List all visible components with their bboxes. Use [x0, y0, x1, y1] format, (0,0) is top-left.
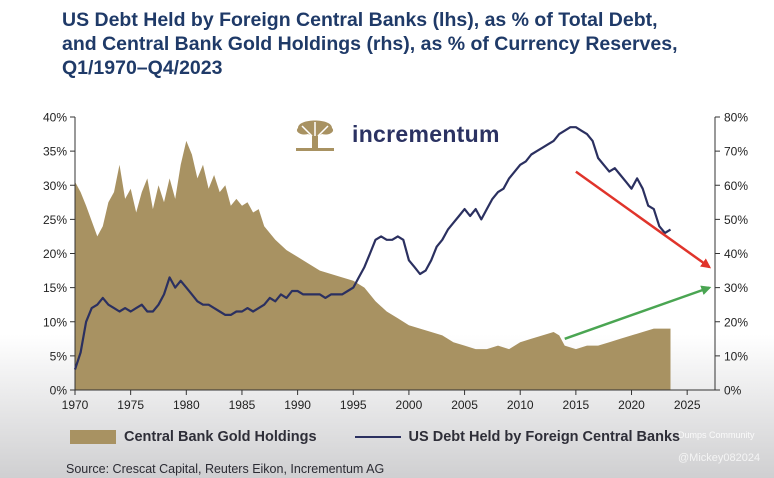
- right-axis-tick-label: 50%: [724, 213, 748, 227]
- legend-debt-label: US Debt Held by Foreign Central Banks: [408, 429, 681, 445]
- x-axis-tick-label: 2005: [451, 398, 478, 412]
- left-axis-tick-label: 35%: [43, 145, 67, 159]
- right-axis-tick-label: 30%: [724, 281, 748, 295]
- right-axis-tick-label: 80%: [724, 111, 748, 125]
- left-axis-tick-label: 40%: [43, 111, 67, 125]
- right-axis-tick-label: 70%: [724, 145, 748, 159]
- right-axis-tick-label: 10%: [724, 349, 748, 363]
- rise-arrow: [564, 285, 712, 340]
- chart-title-line: US Debt Held by Foreign Central Banks (l…: [62, 9, 658, 31]
- chart-title: US Debt Held by Foreign Central Banks (l…: [62, 8, 762, 80]
- gold-holdings-area: [75, 140, 671, 390]
- chart-title-line: Q1/1970–Q4/2023: [62, 57, 223, 79]
- decline-arrow: [575, 170, 712, 269]
- x-axis-tick-label: 1975: [117, 398, 144, 412]
- watermark-community: Dumps Community: [678, 430, 755, 440]
- left-axis-tick-label: 10%: [43, 315, 67, 329]
- x-axis-tick-label: 1970: [62, 398, 89, 412]
- legend-gold-swatch: [70, 430, 116, 444]
- incrementum-logo: incrementum: [292, 114, 500, 154]
- left-axis-tick-label: 0%: [50, 384, 68, 398]
- x-axis-tick-label: 1980: [173, 398, 200, 412]
- chart-title-line: and Central Bank Gold Holdings (rhs), as…: [62, 33, 678, 55]
- left-axis-tick-label: 20%: [43, 247, 67, 261]
- left-axis-tick-label: 25%: [43, 213, 67, 227]
- source-note: Source: Crescat Capital, Reuters Eikon, …: [66, 462, 385, 476]
- chart-legend: Central Bank Gold Holdings US Debt Held …: [70, 428, 680, 446]
- right-axis-tick-label: 40%: [724, 247, 748, 261]
- legend-gold-label: Central Bank Gold Holdings: [124, 429, 317, 445]
- x-axis-tick-label: 2015: [563, 398, 590, 412]
- logo-text: incrementum: [352, 120, 500, 147]
- left-axis-tick-label: 30%: [43, 179, 67, 193]
- x-axis-tick-label: 1990: [284, 398, 311, 412]
- left-axis-tick-label: 5%: [50, 349, 68, 363]
- right-axis-tick-label: 60%: [724, 179, 748, 193]
- right-axis-tick-label: 20%: [724, 315, 748, 329]
- x-axis-tick-label: 2020: [618, 398, 645, 412]
- x-axis-tick-label: 1995: [340, 398, 367, 412]
- legend-debt-swatch: [354, 436, 401, 438]
- us-debt-line: [73, 126, 672, 370]
- right-axis-tick-label: 0%: [724, 384, 742, 398]
- x-axis-tick-label: 2000: [396, 398, 423, 412]
- x-axis-tick-label: 2010: [507, 398, 534, 412]
- left-axis-tick-label: 15%: [43, 281, 67, 295]
- tree-logo-icon: [292, 114, 338, 154]
- watermark-handle: @Mickey082024: [678, 452, 761, 464]
- x-axis-tick-label: 1985: [229, 398, 256, 412]
- x-axis-tick-label: 2025: [674, 398, 701, 412]
